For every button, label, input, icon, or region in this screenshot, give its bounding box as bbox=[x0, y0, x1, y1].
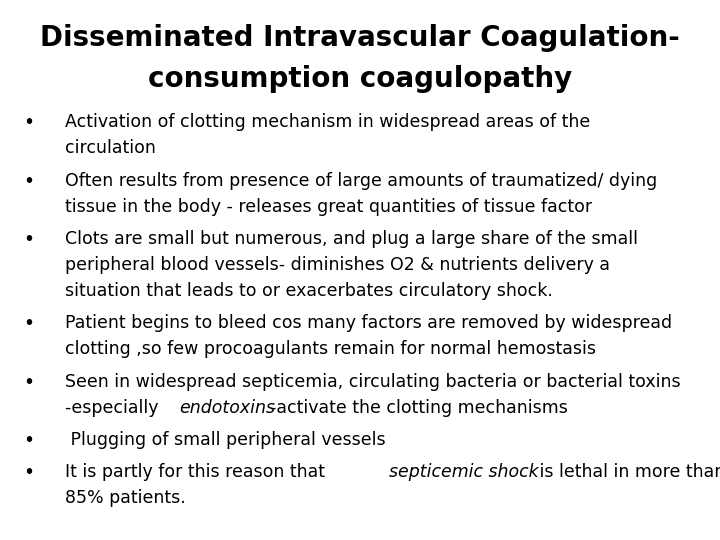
Text: 85% patients.: 85% patients. bbox=[65, 489, 186, 507]
Text: •: • bbox=[23, 230, 35, 249]
Text: It is partly for this reason that: It is partly for this reason that bbox=[65, 463, 330, 481]
Text: •: • bbox=[23, 431, 35, 450]
Text: •: • bbox=[23, 113, 35, 132]
Text: situation that leads to or exacerbates circulatory shock.: situation that leads to or exacerbates c… bbox=[65, 282, 553, 300]
Text: Activation of clotting mechanism in widespread areas of the: Activation of clotting mechanism in wide… bbox=[65, 113, 590, 131]
Text: -especially: -especially bbox=[65, 399, 164, 416]
Text: septicemic shock: septicemic shock bbox=[390, 463, 539, 481]
Text: endotoxins: endotoxins bbox=[179, 399, 275, 416]
Text: peripheral blood vessels- diminishes O2 & nutrients delivery a: peripheral blood vessels- diminishes O2 … bbox=[65, 256, 610, 274]
Text: •: • bbox=[23, 463, 35, 482]
Text: Patient begins to bleed cos many factors are removed by widespread: Patient begins to bleed cos many factors… bbox=[65, 314, 672, 332]
Text: Often results from presence of large amounts of traumatized/ dying: Often results from presence of large amo… bbox=[65, 172, 657, 190]
Text: consumption coagulopathy: consumption coagulopathy bbox=[148, 65, 572, 93]
Text: Disseminated Intravascular Coagulation-: Disseminated Intravascular Coagulation- bbox=[40, 24, 680, 52]
Text: circulation: circulation bbox=[65, 139, 156, 157]
Text: •: • bbox=[23, 314, 35, 333]
Text: clotting ,so few procoagulants remain for normal hemostasis: clotting ,so few procoagulants remain fo… bbox=[65, 340, 596, 358]
Text: tissue in the body - releases great quantities of tissue factor: tissue in the body - releases great quan… bbox=[65, 198, 592, 215]
Text: •: • bbox=[23, 373, 35, 392]
Text: Clots are small but numerous, and plug a large share of the small: Clots are small but numerous, and plug a… bbox=[65, 230, 638, 248]
Text: Plugging of small peripheral vessels: Plugging of small peripheral vessels bbox=[65, 431, 385, 449]
Text: Seen in widespread septicemia, circulating bacteria or bacterial toxins: Seen in widespread septicemia, circulati… bbox=[65, 373, 680, 390]
Text: •: • bbox=[23, 172, 35, 191]
Text: is lethal in more than: is lethal in more than bbox=[534, 463, 720, 481]
Text: -activate the clotting mechanisms: -activate the clotting mechanisms bbox=[270, 399, 567, 416]
